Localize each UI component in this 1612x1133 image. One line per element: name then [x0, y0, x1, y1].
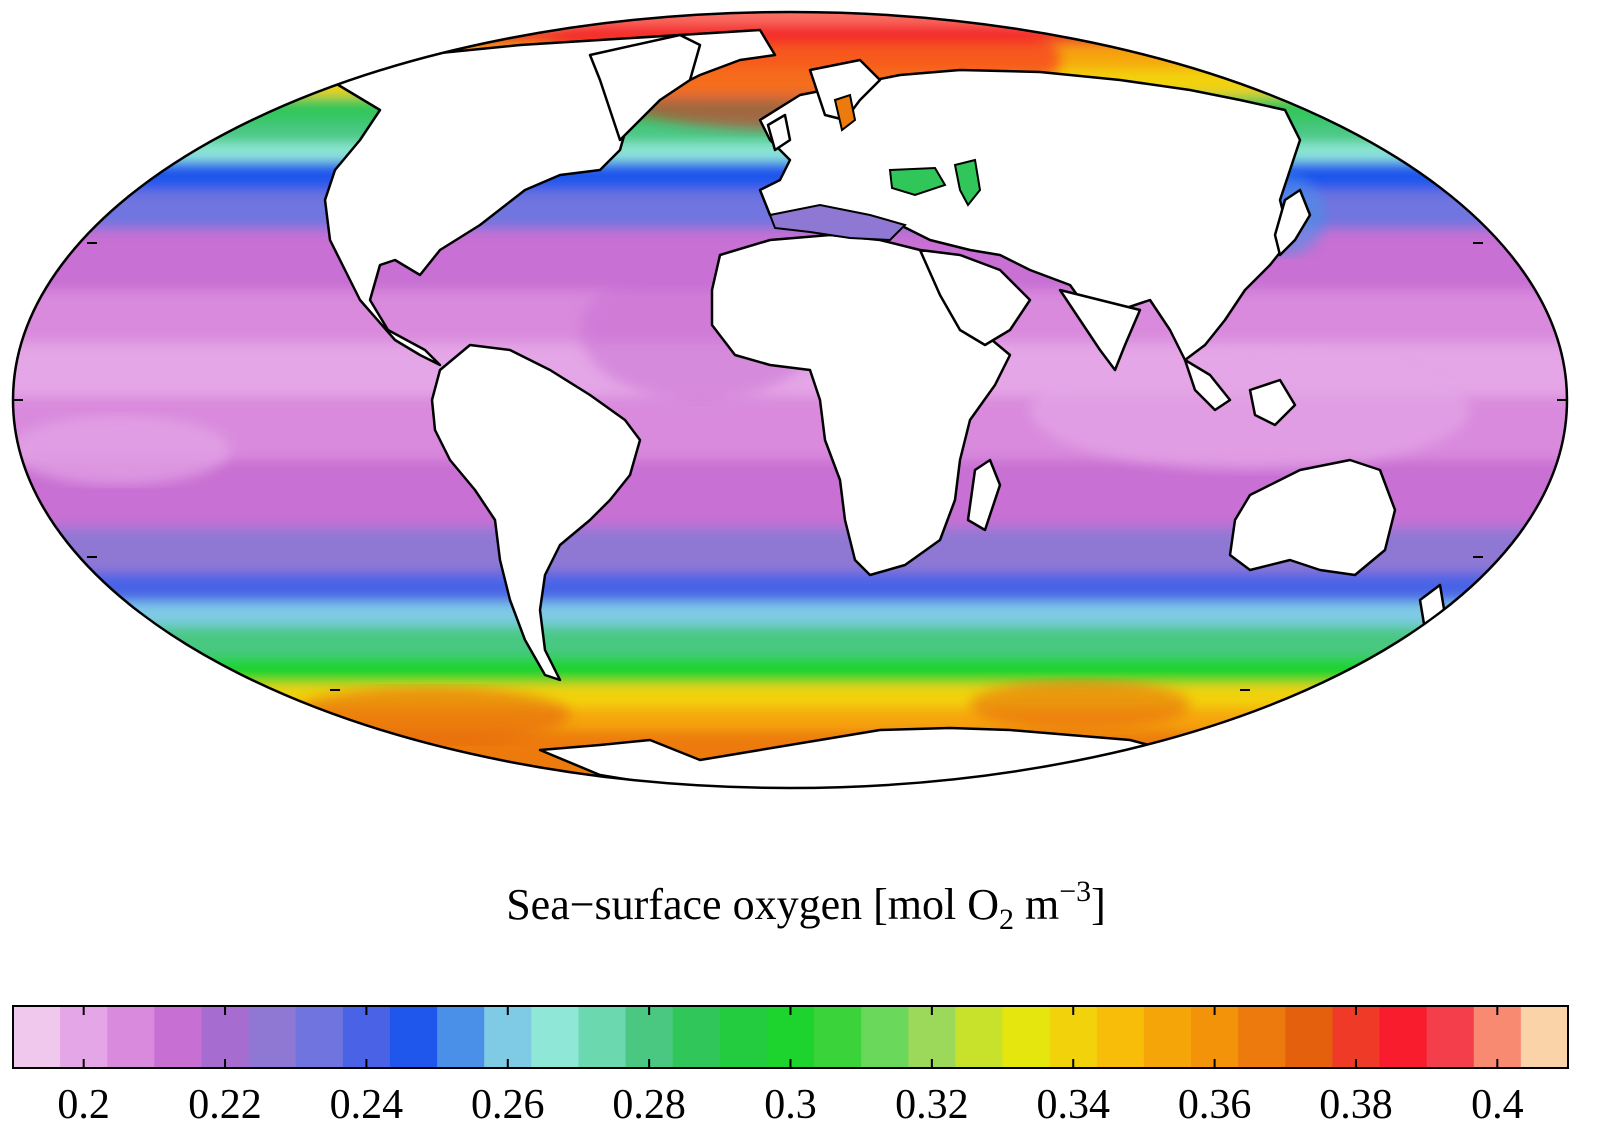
- colorbar-swatch: [1285, 1006, 1333, 1068]
- title-suffix: ]: [1091, 880, 1106, 929]
- landmass-south-america: [430, 343, 642, 682]
- caspian-sea: [953, 158, 982, 207]
- colorbar-swatch: [531, 1006, 580, 1068]
- colorbar-swatch: [437, 1006, 485, 1068]
- colorbar-swatch: [1473, 1006, 1522, 1068]
- colorbar-swatches: [13, 1006, 1569, 1068]
- title-middle: m: [1013, 880, 1060, 929]
- landmass-southeast-asia: [1183, 358, 1232, 412]
- inland-seas: [768, 93, 982, 242]
- colorbar-tick-label: 0.36: [1178, 1082, 1252, 1128]
- colorbar-swatch: [1520, 1006, 1569, 1068]
- title-superscript: −3: [1059, 875, 1092, 908]
- mediterranean-sea: [768, 203, 907, 242]
- world-map: [11, 10, 1569, 790]
- colorbar-swatch: [1002, 1006, 1051, 1068]
- colorbar-tick-label: 0.3: [764, 1082, 817, 1128]
- colorbar-tick-label: 0.24: [330, 1082, 404, 1128]
- colorbar-swatch: [625, 1006, 674, 1068]
- colorbar-swatch: [578, 1006, 627, 1068]
- baltic-sea: [833, 93, 857, 132]
- colorbar-swatch: [484, 1006, 532, 1068]
- landmass-uk: [766, 113, 792, 152]
- colorbar-swatch: [295, 1006, 344, 1068]
- colorbar-swatch: [342, 1006, 391, 1068]
- colorbar-swatch: [1049, 1006, 1098, 1068]
- colorbar-swatch: [13, 1006, 61, 1068]
- colorbar-swatch: [1143, 1006, 1192, 1068]
- colorbar-tick-label: 0.26: [471, 1082, 545, 1128]
- colorbar-swatch: [201, 1006, 250, 1068]
- colorbar-swatch: [719, 1006, 768, 1068]
- landmass-australia: [1228, 458, 1397, 577]
- colorbar: 0.2 0.22 0.24 0.26 0.28 0.3 0.32 0.34 0.36 0.38 0.…: [12, 1005, 1569, 1128]
- ocean-field: [13, 12, 1567, 788]
- colorbar-tick-label: 0.28: [612, 1082, 686, 1128]
- colorbar-swatch: [107, 1006, 155, 1068]
- colorbar-swatch: [672, 1006, 721, 1068]
- colorbar-tick-label: 0.4: [1471, 1082, 1524, 1128]
- colorbar-swatch: [154, 1006, 203, 1068]
- colorbar-swatch: [955, 1006, 1004, 1068]
- colorbar-swatch: [1238, 1006, 1286, 1068]
- landmass-north-america: [323, 28, 777, 367]
- colorbar-swatch: [1426, 1006, 1475, 1068]
- landmass-arabia: [918, 248, 1032, 347]
- colorbar-tick-label: 0.32: [895, 1082, 969, 1128]
- title-prefix: Sea−surface oxygen [mol O: [506, 880, 999, 929]
- colorbar-tick-label: 0.2: [57, 1082, 110, 1128]
- title-subscript: 2: [998, 903, 1014, 936]
- colorbar-swatch: [766, 1006, 815, 1068]
- colorbar-ticks: 0.2 0.22 0.24 0.26 0.28 0.3 0.32 0.34 0.36 0.38 0.…: [57, 1006, 1524, 1128]
- landmass-greenland: [588, 33, 702, 142]
- colorbar-swatch: [1191, 1006, 1239, 1068]
- black-sea: [888, 166, 947, 197]
- colorbar-swatch: [1379, 1006, 1428, 1068]
- latitude-tick-marks: [13, 242, 1567, 691]
- colorbar-tick-label: 0.38: [1319, 1082, 1393, 1128]
- colorbar-swatch: [814, 1006, 862, 1068]
- colorbar-swatch: [248, 1006, 297, 1068]
- landmass-scandinavia: [808, 58, 882, 122]
- landmass-borneo: [1248, 378, 1297, 427]
- landmass-madagascar: [966, 458, 1002, 532]
- landmass-india: [1058, 288, 1142, 372]
- landmass-japan: [1273, 188, 1312, 257]
- colorbar-swatch: [908, 1006, 957, 1068]
- colorbar-title: Sea−surface oxygen [mol O2 m−3]: [0, 875, 1612, 937]
- colorbar-swatch: [389, 1006, 438, 1068]
- colorbar-swatch: [861, 1006, 909, 1068]
- colorbar-swatch: [1096, 1006, 1145, 1068]
- colorbar-tick-label: 0.34: [1036, 1082, 1110, 1128]
- colorbar-swatch: [60, 1006, 108, 1068]
- colorbar-tick-label: 0.22: [188, 1082, 262, 1128]
- colorbar-swatch: [1332, 1006, 1381, 1068]
